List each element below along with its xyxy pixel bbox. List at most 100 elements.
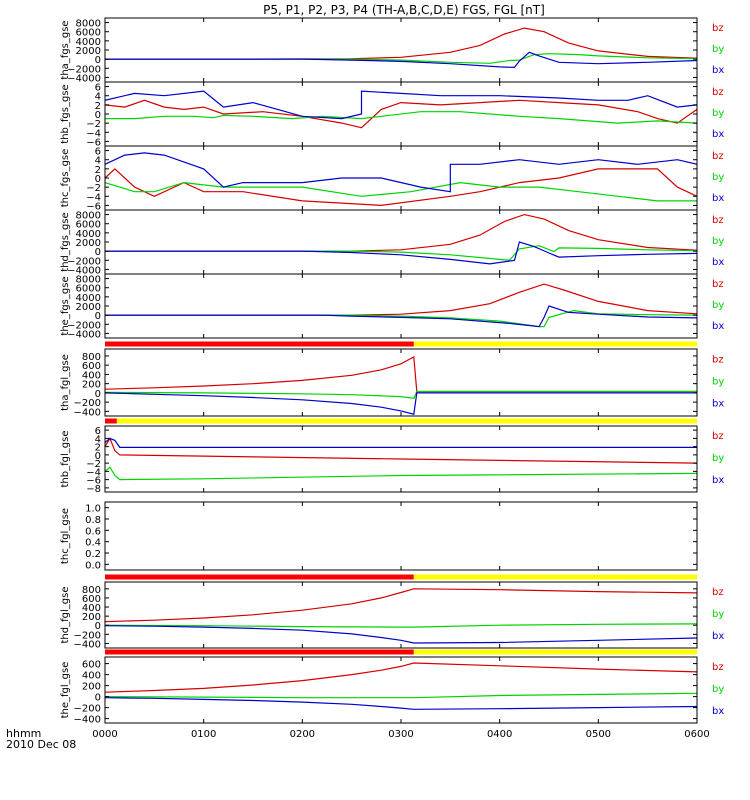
mode-bar-segment-low xyxy=(413,341,697,347)
x-tick-label: 0000 xyxy=(92,729,117,740)
series-line-by xyxy=(105,623,697,628)
legend-entry-by: by xyxy=(712,684,724,695)
legend-entry-bx: bx xyxy=(712,706,724,717)
x-tick-label: 0600 xyxy=(684,729,709,740)
y-tick-label: 800 xyxy=(82,352,101,363)
y-tick-label: 200 xyxy=(82,380,101,391)
series-line-bx xyxy=(105,392,697,415)
y-tick-label: 4000 xyxy=(76,293,101,304)
y-tick-label: −2000 xyxy=(67,256,101,267)
y-tick-label: 600 xyxy=(82,594,101,605)
series-line-bx xyxy=(105,625,697,644)
series-line-by xyxy=(105,53,697,64)
y-axis-label: the_fgl_gse xyxy=(60,662,71,719)
y-tick-label: 400 xyxy=(82,603,101,614)
series-line-bx xyxy=(105,437,697,448)
y-tick-label: 0 xyxy=(95,55,101,66)
legend-entry-bz: bz xyxy=(712,151,724,162)
legend-entry-bz: bz xyxy=(712,662,724,673)
legend-entry-by: by xyxy=(712,108,724,119)
y-tick-label: 600 xyxy=(82,660,101,671)
y-tick-label: 2 xyxy=(95,165,101,176)
series-line-bx xyxy=(105,305,697,328)
y-tick-label: −200 xyxy=(74,704,101,715)
y-tick-label: 600 xyxy=(82,361,101,372)
series-line-bx xyxy=(105,90,697,120)
series-line-bz xyxy=(105,355,697,393)
y-tick-label: −200 xyxy=(74,398,101,409)
y-tick-label: 4 xyxy=(95,156,101,167)
y-tick-label: −2 xyxy=(86,119,101,130)
y-tick-label: 6000 xyxy=(76,284,101,295)
x-axis-label-date: 2010 Dec 08 xyxy=(6,738,76,751)
series-line-bz xyxy=(105,27,697,60)
y-axis-label: thd_fgs_gse xyxy=(60,212,71,271)
y-tick-label: 4 xyxy=(95,434,101,445)
series-line-bz xyxy=(105,588,697,623)
y-tick-label: 200 xyxy=(82,612,101,623)
panel-thc_fgl_gse: 1.00.80.60.40.20.0 thc_fgl_gse xyxy=(60,501,698,571)
x-axis-label-hhmm: hhmm xyxy=(6,727,41,740)
panel-frame xyxy=(104,209,698,275)
panel-frame xyxy=(104,17,698,83)
legend-entry-bx: bx xyxy=(712,257,724,268)
y-tick-label: −200 xyxy=(74,630,101,641)
y-axis-label: tha_fgs_gse xyxy=(60,20,71,79)
legend-entry-bz: bz xyxy=(712,279,724,290)
y-tick-label: 0.6 xyxy=(85,526,101,537)
panel-frame xyxy=(104,273,698,339)
y-tick-label: 0.2 xyxy=(85,549,101,560)
y-tick-label: 0 xyxy=(95,621,101,632)
y-tick-label: 200 xyxy=(82,682,101,693)
y-tick-label: 2000 xyxy=(76,46,101,57)
y-tick-label: −4 xyxy=(86,128,101,139)
y-tick-label: 0 xyxy=(95,174,101,185)
y-tick-label: 0.0 xyxy=(85,560,101,571)
x-tick-label: 0100 xyxy=(191,729,216,740)
x-tick-label: 0400 xyxy=(487,729,512,740)
y-tick-label: 6 xyxy=(95,426,101,437)
y-tick-label: −2 xyxy=(86,459,101,470)
y-tick-label: −2 xyxy=(86,183,101,194)
legend-entry-by: by xyxy=(712,300,724,311)
y-axis-label: the_fgs_gse xyxy=(60,276,71,335)
legend-entry-bz: bz xyxy=(712,23,724,34)
y-tick-label: 800 xyxy=(82,585,101,596)
series-line-by xyxy=(105,111,697,124)
x-axis: 0000 0100 0200 0300 0400 0500 0600 xyxy=(92,729,709,740)
y-tick-label: 4000 xyxy=(76,229,101,240)
y-tick-label: −2000 xyxy=(67,64,101,75)
y-axis-label: thb_fgs_gse xyxy=(60,84,71,143)
y-tick-label: −4000 xyxy=(67,265,101,276)
y-tick-label: −4 xyxy=(86,467,101,478)
panel-frame xyxy=(104,348,698,417)
series-line-by xyxy=(105,466,697,481)
series-line-bz xyxy=(105,283,697,316)
series-line-bx xyxy=(105,152,697,193)
y-tick-label: 0.8 xyxy=(85,515,101,526)
legend-entry-bx: bx xyxy=(712,65,724,76)
mode-bar-segment-high xyxy=(105,418,117,424)
y-tick-label: −400 xyxy=(74,715,101,726)
legend-entry-by: by xyxy=(712,236,724,247)
y-tick-label: 0 xyxy=(95,247,101,258)
series-line-by xyxy=(105,309,697,328)
y-axis-label: tha_fgl_gse xyxy=(60,354,71,411)
y-tick-label: −4000 xyxy=(67,73,101,84)
legend-entry-by: by xyxy=(712,453,724,464)
y-tick-label: 0 xyxy=(95,693,101,704)
mode-bar-segment-low xyxy=(413,574,697,580)
plot-title: P5, P1, P2, P3, P4 (TH-A,B,C,D,E) FGS, F… xyxy=(263,3,545,17)
y-tick-label: 2 xyxy=(95,101,101,112)
series-line-bz xyxy=(105,662,697,693)
y-tick-label: 2000 xyxy=(76,238,101,249)
